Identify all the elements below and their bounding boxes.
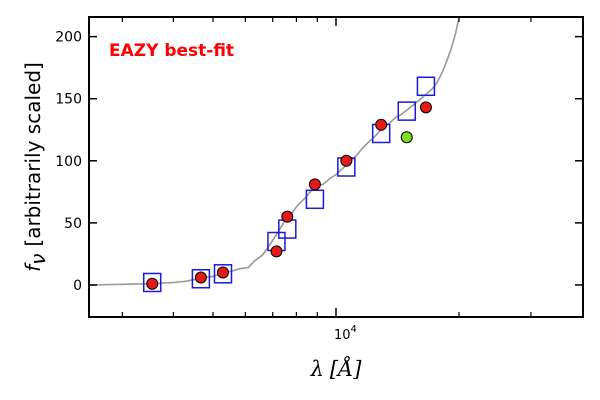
chart-annotation: EAZY best-fit bbox=[109, 41, 234, 61]
y-axis-tick-label: 150 bbox=[55, 92, 82, 108]
plot-frame bbox=[88, 16, 584, 318]
x-axis bbox=[121, 17, 532, 317]
plot-area bbox=[89, 17, 460, 293]
observed-data-point bbox=[146, 277, 159, 290]
observed-data-point bbox=[194, 271, 207, 284]
observed-data-point bbox=[270, 245, 283, 258]
template-photometry-square bbox=[278, 219, 297, 239]
template-photometry-square bbox=[213, 264, 233, 284]
x-axis-label: λ [Å] bbox=[310, 356, 363, 381]
y-axis-tick-label: 0 bbox=[73, 278, 82, 294]
x-axis-tick-label-major: 104 bbox=[334, 324, 357, 343]
observed-data-point bbox=[217, 266, 230, 279]
observed-data-point bbox=[281, 210, 294, 223]
highlighted-data-point bbox=[400, 131, 413, 144]
y-axis-tick-label: 200 bbox=[55, 30, 82, 46]
observed-data-point bbox=[419, 101, 432, 114]
observed-data-point bbox=[340, 154, 353, 167]
y-axis-tick-label: 50 bbox=[64, 216, 82, 232]
y-axis-tick-label: 100 bbox=[55, 154, 82, 170]
observed-data-point bbox=[375, 118, 388, 131]
template-photometry-square bbox=[397, 101, 417, 121]
y-axis: 0 50 100 150 200 bbox=[55, 30, 583, 294]
observed-data-point bbox=[308, 178, 321, 191]
template-photometry-square bbox=[416, 76, 436, 97]
template-photometry-square bbox=[142, 272, 162, 293]
template-photometry-square bbox=[191, 269, 211, 289]
y-axis-label: fν[arbitrarily scaled] bbox=[21, 62, 50, 272]
